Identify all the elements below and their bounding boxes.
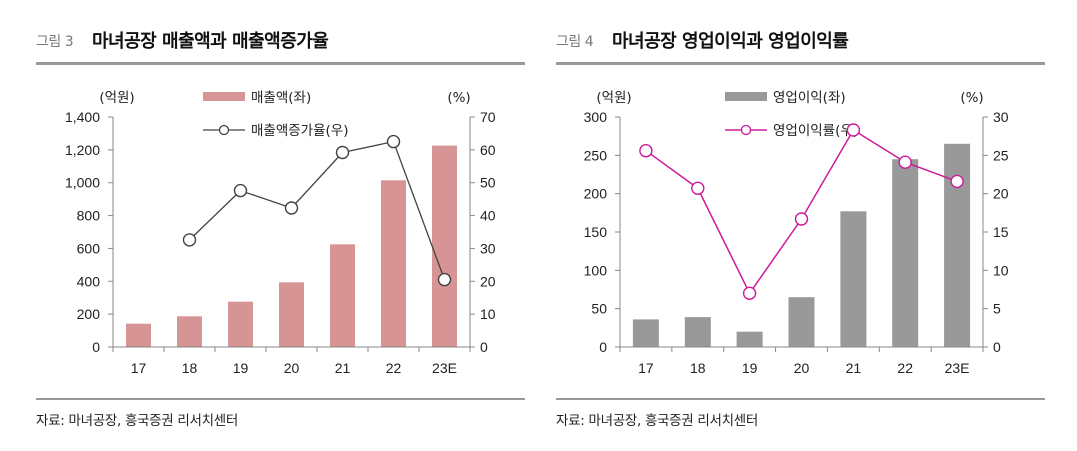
legend-line-label: 매출액증가율(우)	[251, 123, 348, 139]
left-tick-label: 300	[584, 109, 608, 125]
legend-line-marker	[218, 124, 230, 136]
left-tick-label: 0	[599, 339, 607, 355]
right-tick-label: 40	[480, 208, 496, 224]
x-tick-label: 23E	[945, 360, 970, 376]
x-tick-label: 22	[897, 360, 913, 376]
x-tick-label: 20	[794, 360, 810, 376]
right-tick-label: 20	[993, 186, 1009, 202]
left-tick-label: 100	[584, 262, 608, 278]
bar-21	[330, 244, 355, 347]
x-tick-label: 22	[386, 360, 402, 376]
left-tick-label: 50	[591, 301, 607, 317]
source-note: 자료: 마녀공장, 흥국증권 리서치센터	[556, 413, 759, 429]
bar-22	[892, 159, 919, 347]
right-axis-unit: (%)	[447, 90, 470, 106]
bottom-rule	[36, 398, 525, 400]
bar-20	[788, 297, 815, 347]
left-tick-label: 250	[584, 147, 608, 163]
figure-3-panel: 그림 3 마녀공장 매출액과 매출액증가율 자료: 마녀공장, 흥국증권 리서치…	[36, 31, 525, 429]
x-tick-label: 19	[742, 360, 758, 376]
bar-19	[736, 331, 763, 347]
legend-bar-swatch	[203, 92, 245, 101]
bar-17	[632, 319, 659, 347]
bar-21	[840, 211, 867, 347]
bar-18	[684, 317, 711, 347]
line-point-23E	[437, 272, 452, 287]
right-tick-label: 0	[993, 339, 1001, 355]
line-point-22	[386, 134, 401, 149]
line-point-17	[639, 143, 653, 158]
source-note: 자료: 마녀공장, 흥국증권 리서치센터	[36, 413, 239, 429]
line-point-20	[284, 201, 299, 215]
title-rule	[36, 62, 525, 65]
left-axis-unit: (억원)	[596, 90, 631, 106]
legend-line-label: 영업이익률(우)	[773, 123, 858, 139]
right-tick-label: 0	[480, 339, 488, 355]
bar-18	[177, 316, 202, 347]
line-point-21	[846, 123, 861, 137]
left-tick-label: 200	[584, 186, 608, 202]
line-point-19	[233, 183, 248, 198]
line-point-23E	[950, 174, 964, 189]
right-tick-label: 10	[480, 306, 496, 322]
line-point-18	[691, 181, 705, 196]
bar-19	[228, 301, 253, 347]
right-tick-label: 15	[993, 224, 1009, 240]
legend-line-marker	[740, 124, 752, 136]
title-rule	[556, 62, 1045, 65]
line-series	[189, 140, 446, 280]
left-tick-label: 1,400	[65, 109, 100, 125]
line-point-22	[898, 155, 912, 169]
right-tick-label: 50	[480, 175, 496, 191]
x-tick-label: 18	[182, 360, 198, 376]
right-tick-label: 10	[993, 262, 1009, 278]
bottom-rule	[556, 398, 1045, 400]
right-tick-label: 5	[993, 301, 1001, 317]
x-tick-label: 17	[638, 360, 654, 376]
x-tick-label: 18	[690, 360, 706, 376]
figure-label: 그림 4	[556, 34, 594, 50]
x-tick-label: 23E	[432, 360, 457, 376]
right-tick-label: 60	[480, 142, 496, 158]
left-tick-label: 400	[77, 273, 101, 289]
bar-20	[279, 282, 304, 347]
line-point-19	[742, 286, 757, 300]
left-tick-label: 600	[77, 240, 101, 256]
bar-22	[381, 180, 406, 348]
right-tick-label: 20	[480, 273, 496, 289]
bar-23E	[432, 145, 457, 347]
right-tick-label: 30	[993, 109, 1009, 125]
right-axis-unit: (%)	[960, 90, 983, 106]
left-tick-label: 200	[77, 306, 101, 322]
line-point-20	[794, 212, 809, 226]
figure-title: 마녀공장 매출액과 매출액증가율	[92, 31, 329, 52]
left-tick-label: 0	[92, 339, 100, 355]
x-tick-label: 19	[233, 360, 249, 376]
left-tick-label: 1,000	[65, 175, 100, 191]
x-tick-label: 21	[335, 360, 351, 376]
figure-4-panel: 그림 4 마녀공장 영업이익과 영업이익률 자료: 마녀공장, 흥국증권 리서치…	[540, 0, 1077, 451]
figure-title: 마녀공장 영업이익과 영업이익률	[612, 31, 849, 52]
legend-bar-label: 매출액(좌)	[251, 90, 311, 106]
right-tick-label: 25	[993, 147, 1009, 163]
x-tick-label: 21	[846, 360, 862, 376]
bar-23E	[944, 143, 971, 347]
right-tick-label: 70	[480, 109, 496, 125]
left-axis-unit: (억원)	[99, 90, 134, 106]
left-tick-label: 800	[77, 208, 101, 224]
figure-label: 그림 3	[36, 34, 74, 50]
right-tick-label: 30	[480, 240, 496, 256]
legend-bar-label: 영업이익(좌)	[773, 90, 846, 106]
left-tick-label: 150	[584, 224, 608, 240]
legend-bar-swatch	[725, 92, 767, 101]
x-tick-label: 20	[284, 360, 300, 376]
line-point-21	[335, 145, 350, 160]
x-tick-label: 17	[131, 360, 147, 376]
left-tick-label: 1,200	[65, 142, 100, 158]
line-point-18	[182, 233, 197, 247]
bar-17	[126, 323, 151, 347]
